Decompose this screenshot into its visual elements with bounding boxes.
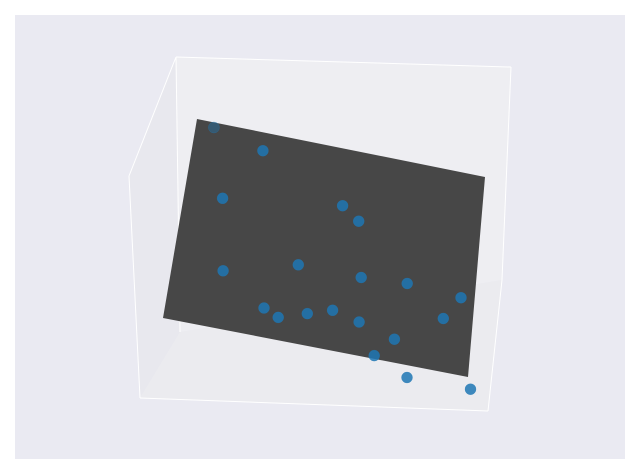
data-point-3 [336, 199, 349, 212]
data-point-2 [257, 144, 269, 157]
pane-edges [128, 56, 512, 412]
data-point-12 [326, 304, 339, 317]
data-point-11 [437, 312, 450, 325]
pane-edge-5 [139, 397, 489, 412]
data-point-8 [401, 277, 413, 290]
data-point-16 [388, 333, 401, 345]
pane-edge-3 [501, 66, 512, 281]
data-point-13 [258, 302, 270, 314]
pane-edge-4 [128, 175, 141, 399]
data-point-17 [272, 311, 284, 324]
pane-edge-2 [175, 56, 512, 68]
data-point-18 [368, 349, 380, 362]
data-point-15 [353, 316, 365, 328]
data-point-20 [464, 383, 477, 395]
fitted-plane [163, 119, 485, 377]
data-point-10 [217, 265, 229, 277]
data-point-4 [352, 215, 365, 227]
data-points [208, 121, 477, 395]
data-point-9 [455, 291, 467, 304]
pane-edge-6 [487, 279, 503, 412]
data-point-1 [208, 121, 220, 134]
pane-edge-1 [128, 56, 177, 177]
data-point-5 [216, 192, 229, 205]
data-point-14 [301, 307, 314, 320]
data-point-6 [292, 259, 305, 271]
data-point-7 [355, 271, 367, 284]
data-point-19 [401, 371, 413, 384]
